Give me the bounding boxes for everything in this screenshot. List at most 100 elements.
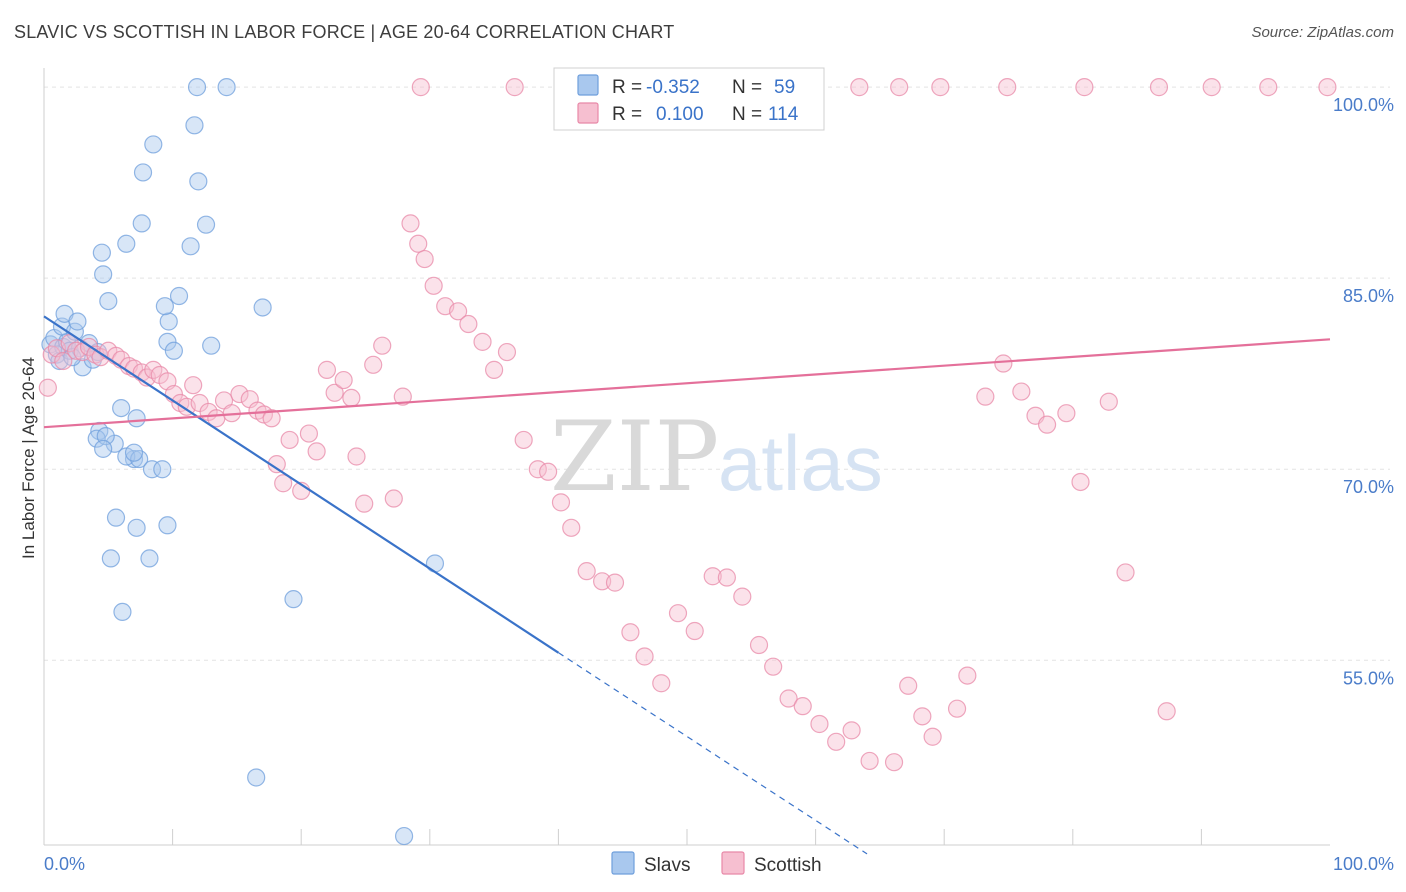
scottish-point-56 [459, 314, 478, 334]
scottish-point-84 [884, 753, 904, 772]
y-tick-label-0: 100.0% [1333, 95, 1394, 115]
series-legend: Slavs Scottish [611, 851, 822, 876]
scottish-point-64 [562, 518, 581, 537]
scottish-point-39 [307, 442, 326, 461]
slavs-point-43 [196, 215, 216, 234]
y-tick-label-2: 70.0% [1343, 477, 1394, 497]
slavs-point-47 [117, 234, 136, 253]
slavs-point-36 [101, 549, 120, 568]
series-legend-label-scottish: Scottish [754, 855, 822, 876]
watermark: ZIP atlas [550, 401, 883, 513]
scottish-point-105 [850, 78, 869, 97]
slavs-point-18 [94, 265, 113, 284]
slavs-point-52 [253, 298, 272, 317]
scottish-point-4 [60, 334, 79, 353]
scottish-point-0 [38, 378, 57, 397]
scottish-point-70 [652, 674, 671, 693]
scottish-point-110 [1149, 78, 1169, 97]
scottish-point-91 [994, 354, 1013, 373]
scottish-point-81 [827, 732, 846, 751]
slavs-point-48 [159, 312, 178, 331]
scottish-point-83 [860, 751, 879, 771]
scottish-point-89 [958, 666, 977, 685]
scottish-point-85 [899, 676, 918, 695]
chart-title: SLAVIC VS SCOTTISH IN LABOR FORCE | AGE … [14, 22, 675, 42]
legend-r-label-slavs: R = [612, 77, 642, 98]
slavs-point-57 [284, 590, 303, 609]
slavs-point-31 [142, 460, 162, 479]
scottish-point-55 [448, 302, 468, 321]
scottish-point-41 [325, 383, 344, 402]
scottish-point-113 [1318, 78, 1337, 97]
slavs-point-39 [185, 116, 204, 135]
scottish-point-68 [621, 623, 640, 642]
slavs-point-41 [133, 163, 153, 182]
scottish-point-59 [497, 342, 517, 362]
scottish-point-79 [793, 697, 812, 716]
scottish-point-107 [931, 78, 950, 97]
scottish-point-87 [923, 727, 942, 746]
scottish-point-77 [764, 657, 783, 676]
series-legend-swatch-slavs [611, 851, 635, 875]
scottish-point-53 [424, 276, 443, 295]
slavs-point-33 [106, 508, 126, 527]
scottish-point-101 [505, 78, 524, 97]
legend-r-label-scottish: R = [612, 104, 642, 125]
scottish-point-23 [184, 376, 203, 395]
scottish-point-43 [342, 388, 361, 408]
scottish-point-63 [551, 493, 571, 512]
slavs-point-19 [99, 292, 118, 311]
scottish-point-65 [577, 562, 596, 581]
scottish-point-112 [1259, 78, 1278, 97]
scottish-point-67 [605, 573, 625, 592]
scottish-point-76 [749, 635, 769, 655]
y-tick-label-3: 55.0% [1343, 668, 1394, 688]
legend-r-value-scottish: 0.100 [656, 104, 704, 125]
slavs-point-38 [113, 602, 132, 622]
scottish-point-62 [539, 462, 558, 481]
legend-n-value-slavs: 59 [774, 77, 795, 98]
scottish-point-29 [230, 384, 249, 404]
legend-n-label-slavs: N = [732, 77, 762, 98]
slavs-point-44 [181, 237, 200, 256]
watermark-zip: ZIP [550, 401, 719, 513]
scottish-point-80 [810, 714, 829, 734]
scottish-point-95 [1057, 404, 1076, 423]
scottish-point-60 [514, 430, 533, 450]
legend-n-value-scottish: 114 [768, 104, 799, 125]
y-tick-label-1: 85.0% [1343, 286, 1394, 306]
series-legend-swatch-scottish [721, 851, 745, 875]
y-tick-labels: 100.0% 85.0% 70.0% 55.0% [1333, 95, 1394, 688]
scottish-point-90 [976, 387, 995, 406]
scottish-point-42 [334, 370, 353, 390]
scottish-point-47 [373, 336, 392, 355]
scottish-point-88 [947, 699, 967, 718]
legend-swatch-slavs [577, 74, 599, 96]
slavs-point-24 [112, 398, 131, 418]
scottish-point-98 [1116, 563, 1135, 582]
scottish-point-109 [1075, 78, 1094, 97]
scottish-point-58 [485, 360, 504, 379]
slavs-point-30 [124, 443, 144, 462]
slavs-trend-line [43, 315, 560, 654]
slavs-point-59 [394, 826, 414, 846]
scottish-point-86 [913, 707, 932, 726]
legend-n-label-scottish: N = [732, 104, 762, 125]
scottish-point-106 [890, 78, 909, 97]
slavs-point-56 [425, 554, 445, 573]
scottish-point-50 [401, 214, 420, 233]
slavs-point-54 [187, 78, 207, 97]
scottish-point-38 [299, 424, 319, 443]
scottish-point-33 [262, 409, 281, 428]
x-tick-label-0: 0.0% [44, 854, 85, 874]
x-tick-label-1: 100.0% [1333, 854, 1394, 874]
scottish-point-111 [1202, 78, 1221, 97]
slavs-trend-extension [558, 652, 868, 855]
series-legend-label-slavs: Slavs [644, 855, 690, 876]
scottish-point-48 [384, 489, 403, 508]
scottish-point-108 [998, 78, 1017, 97]
scottish-point-35 [274, 474, 293, 493]
scottish-point-75 [733, 587, 752, 606]
y-axis-label: In Labor Force | Age 20-64 [19, 357, 38, 559]
